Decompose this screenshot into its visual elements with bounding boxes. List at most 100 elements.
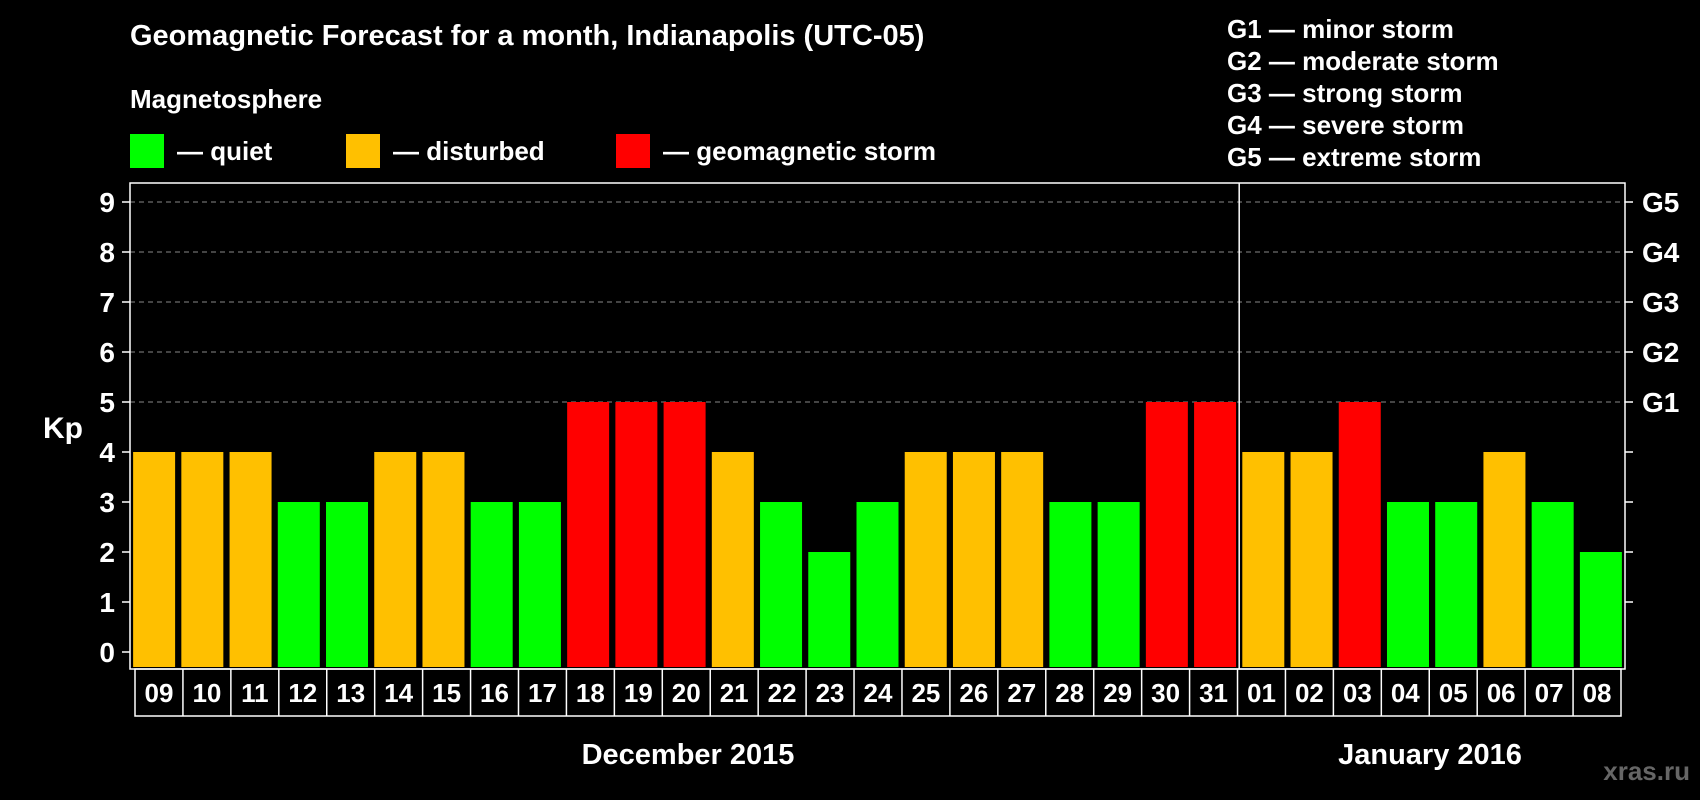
x-tick-label: 09: [145, 678, 174, 708]
x-tick-label: 24: [864, 678, 893, 708]
category-box-row: [134, 668, 1622, 717]
bar: [856, 502, 899, 667]
x-tick-label: 26: [959, 678, 988, 708]
bar: [518, 502, 561, 667]
x-tick-label: 01: [1247, 678, 1276, 708]
y-tick-label: 4: [99, 437, 115, 468]
storm-level-g4: G4 — severe storm: [1227, 110, 1465, 140]
bar: [374, 452, 417, 667]
legend-item-quiet: — quiet: [130, 134, 272, 168]
x-tick-label: 29: [1103, 678, 1132, 708]
bar: [1097, 502, 1140, 667]
legend-label-storm: — geomagnetic storm: [663, 135, 937, 166]
y-tick-label: 7: [99, 287, 115, 318]
storm-level-legend: G1 — minor storm G2 — moderate storm G3 …: [1227, 13, 1499, 173]
x-tick-label: 08: [1583, 678, 1612, 708]
bar: [663, 402, 706, 667]
month-label: January 2016: [1338, 739, 1522, 771]
bar: [470, 502, 513, 667]
bar: [1531, 502, 1574, 667]
y-tick-label: 8: [99, 237, 115, 268]
y-tick-label: 0: [99, 637, 115, 668]
legend-label-quiet: — quiet: [177, 135, 273, 166]
bar: [1194, 402, 1237, 667]
y-tick-label: 9: [99, 187, 115, 218]
x-tick-label: 22: [768, 678, 797, 708]
x-tick-label: 25: [911, 678, 940, 708]
bar: [181, 452, 224, 667]
x-tick-label: 10: [192, 678, 221, 708]
y-tick-label: 2: [99, 537, 115, 568]
bar: [1290, 452, 1333, 667]
x-tick-label: 15: [432, 678, 461, 708]
bar: [1001, 452, 1044, 667]
x-tick-label: 16: [480, 678, 509, 708]
legend-item-storm: — geomagnetic storm: [616, 134, 936, 168]
bar: [904, 452, 947, 667]
bar: [1338, 402, 1381, 667]
legend-swatch-storm: [616, 134, 650, 168]
month-label: December 2015: [582, 739, 795, 771]
bar: [133, 452, 176, 667]
x-tick-label: 23: [816, 678, 845, 708]
legend-swatch-quiet: [130, 134, 164, 168]
storm-axis-label: G5: [1642, 187, 1679, 218]
bar: [1435, 502, 1478, 667]
y-axis-label: Kp: [43, 412, 83, 445]
x-tick-label: 27: [1007, 678, 1036, 708]
x-tick-label: 19: [624, 678, 653, 708]
x-tick-label: 30: [1151, 678, 1180, 708]
bar: [1242, 452, 1285, 667]
x-tick-label: 05: [1439, 678, 1468, 708]
bar: [615, 402, 658, 667]
chart-title: Geomagnetic Forecast for a month, Indian…: [130, 20, 925, 52]
storm-axis-label: G4: [1642, 237, 1680, 268]
x-tick-label: 12: [288, 678, 317, 708]
bar: [952, 452, 995, 667]
y-tick-label: 1: [99, 587, 115, 618]
bar: [1483, 452, 1526, 667]
x-tick-label: 06: [1487, 678, 1516, 708]
bar: [277, 502, 320, 667]
y-tick-label: 6: [99, 337, 115, 368]
x-tick-label: 20: [672, 678, 701, 708]
x-tick-label: 02: [1295, 678, 1324, 708]
bar: [808, 552, 851, 667]
storm-axis-label: G1: [1642, 387, 1679, 418]
legend-item-disturbed: — disturbed: [346, 134, 545, 168]
bar: [422, 452, 465, 667]
bar: [1049, 502, 1092, 667]
storm-axis-label: G2: [1642, 337, 1679, 368]
storm-axis-label: G3: [1642, 287, 1679, 318]
x-tick-label: 11: [241, 678, 269, 708]
x-tick-label: 18: [576, 678, 605, 708]
y-tick-label: 5: [99, 387, 115, 418]
storm-level-g5: G5 — extreme storm: [1227, 142, 1482, 172]
bar: [1386, 502, 1429, 667]
bar: [1579, 552, 1622, 667]
storm-level-g3: G3 — strong storm: [1227, 78, 1463, 108]
x-tick-label: 31: [1199, 678, 1228, 708]
y-tick-label: 3: [99, 487, 115, 518]
legend-title: Magnetosphere: [130, 84, 323, 114]
x-tick-label: 03: [1343, 678, 1372, 708]
x-tick-label: 04: [1391, 678, 1420, 708]
x-tick-label: 28: [1055, 678, 1084, 708]
storm-level-g2: G2 — moderate storm: [1227, 46, 1499, 76]
bar: [326, 502, 369, 667]
bar: [1145, 402, 1188, 667]
bar: [711, 452, 754, 667]
bar: [229, 452, 272, 667]
x-tick-label: 14: [384, 678, 413, 708]
x-tick-label: 21: [720, 678, 749, 708]
watermark: xras.ru: [1603, 756, 1690, 786]
legend-label-disturbed: — disturbed: [393, 135, 545, 166]
x-tick-label: 13: [336, 678, 365, 708]
x-tick-label: 17: [528, 678, 557, 708]
x-tick-label: 07: [1535, 678, 1564, 708]
storm-level-g1: G1 — minor storm: [1227, 14, 1454, 44]
legend-swatch-disturbed: [346, 134, 380, 168]
bar: [567, 402, 610, 667]
bar: [760, 502, 803, 667]
